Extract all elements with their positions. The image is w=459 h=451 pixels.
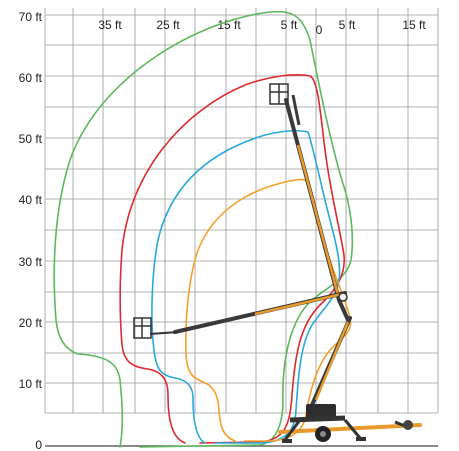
- y-tick-label: 20 ft: [19, 316, 43, 330]
- working-envelopes: [53, 10, 354, 448]
- horizontal-gridlines: [45, 14, 438, 414]
- red-envelope-line: [119, 74, 345, 444]
- x-tick-label: 5 ft: [281, 18, 298, 32]
- platform-basket-raised: [269, 83, 289, 105]
- x-tick-label: 15 ft: [217, 18, 241, 32]
- x-tick-label: 0: [316, 23, 323, 37]
- y-tick-label: 50 ft: [19, 132, 43, 146]
- x-axis-labels: 35 ft 25 ft 15 ft 5 ft 0 5 ft 15 ft: [98, 18, 426, 37]
- x-tick-label: 35 ft: [98, 18, 122, 32]
- x-tick-label: 5 ft: [339, 18, 356, 32]
- boom-outreach: [133, 291, 347, 339]
- y-tick-label: 60 ft: [19, 71, 43, 85]
- y-tick-label: 30 ft: [19, 255, 43, 269]
- lower-boom: [310, 292, 352, 407]
- y-tick-label: 70 ft: [19, 10, 43, 24]
- x-tick-label: 25 ft: [156, 18, 180, 32]
- x-tick-label: 15 ft: [402, 18, 426, 32]
- y-tick-label: 10 ft: [19, 377, 43, 391]
- green-envelope-line: [53, 10, 354, 448]
- trailer-chassis: [278, 404, 422, 443]
- blue-envelope-line: [151, 129, 341, 444]
- y-tick-label: 0: [35, 438, 42, 451]
- boom-lift: [133, 83, 422, 443]
- y-tick-label: 40 ft: [19, 193, 43, 207]
- orange-envelope-line: [185, 178, 352, 442]
- y-axis-labels: 70 ft 60 ft 50 ft 40 ft 30 ft 20 ft 10 f…: [19, 10, 43, 451]
- boom-raised: [269, 83, 341, 302]
- platform-basket-outreach: [133, 317, 152, 339]
